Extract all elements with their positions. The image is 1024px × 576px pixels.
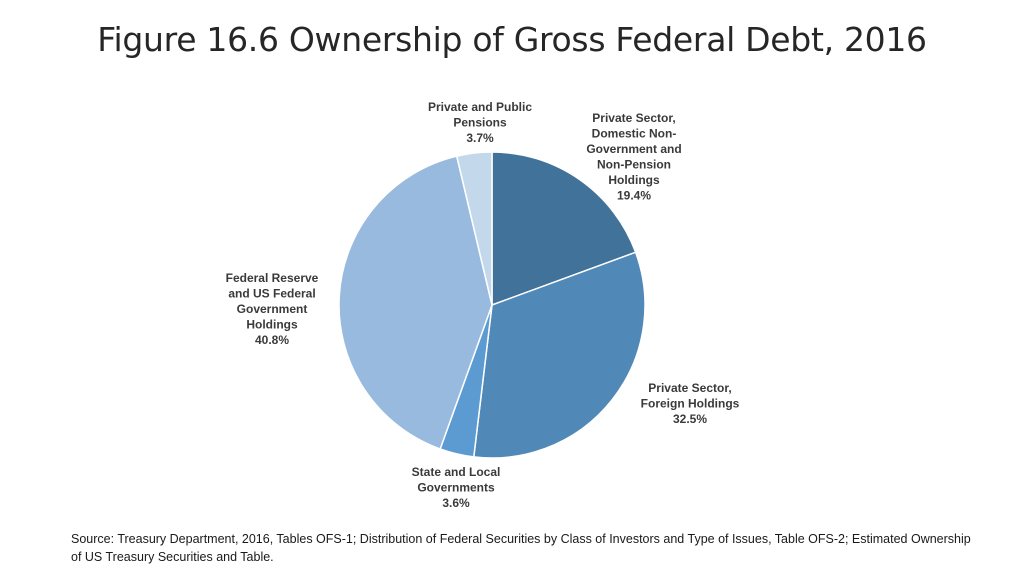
slice-label: Federal Reserve and US Federal Government H… <box>226 271 319 347</box>
slice-label-line: and US Federal <box>228 287 315 301</box>
source-note: Source: Treasury Department, 2016, Table… <box>71 532 971 564</box>
slice-label-line: State and Local <box>412 465 501 479</box>
slice-label-line: 40.8% <box>255 333 289 347</box>
pie-slice <box>472 251 646 459</box>
slice-label-line: 3.7% <box>466 131 494 145</box>
slice-label: State and Local Governments 3.6% <box>412 465 501 510</box>
slice-label-line: Domestic Non- <box>592 127 677 141</box>
pie-slice <box>455 151 493 306</box>
slice-label: Private Sector, Domestic Non-Government a… <box>586 111 681 203</box>
slice-label-line: Pensions <box>453 116 507 130</box>
pie-slice <box>338 155 493 450</box>
slice-label-line: Private Sector, <box>592 111 675 125</box>
slice-label-line: Government and <box>586 142 681 156</box>
slice-label-line: Government <box>237 302 308 316</box>
slice-label-line: Federal Reserve <box>226 271 319 285</box>
slice-label-line: Foreign Holdings <box>641 397 740 411</box>
slice-label-line: Private Sector, <box>648 381 731 395</box>
slice-label-line: Private and Public <box>428 100 532 114</box>
pie-slices <box>338 151 646 459</box>
slice-label-line: 32.5% <box>673 412 707 426</box>
slice-label: Private and Public Pensions 3.7% <box>428 100 532 145</box>
pie-slice <box>491 151 637 307</box>
slice-label-line: 19.4% <box>617 189 651 203</box>
slice-label-line: Holdings <box>246 318 298 332</box>
slice-label-line: Holdings <box>608 173 660 187</box>
slide-title: Figure 16.6 Ownership of Gross Federal D… <box>97 20 927 59</box>
slice-label-line: Non-Pension <box>597 158 671 172</box>
pie-labels: Private Sector, Domestic Non-Government a… <box>226 100 740 510</box>
slice-label-line: 3.6% <box>442 496 470 510</box>
slice-label-line: Governments <box>417 481 495 495</box>
slice-label: Private Sector, Foreign Holdings 32.5% <box>641 381 740 426</box>
